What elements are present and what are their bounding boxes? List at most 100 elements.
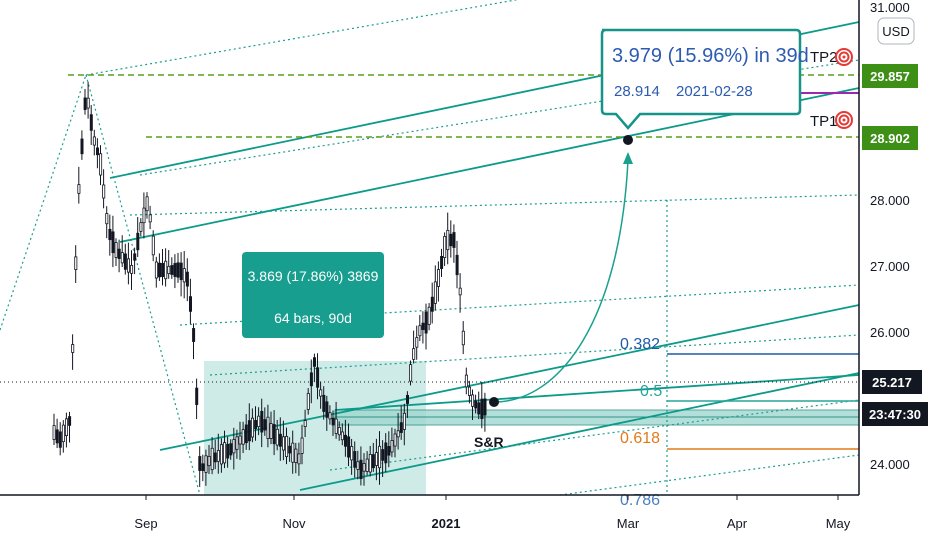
candle-body — [195, 387, 199, 405]
callout-date: 2021-02-28 — [676, 83, 753, 100]
tp1-label: TP1 — [810, 113, 838, 130]
candle-body — [89, 114, 93, 131]
candle-body — [52, 425, 56, 440]
x-axis[interactable]: Sep Nov 2021 Mar Apr May — [134, 495, 851, 531]
candle-body — [399, 422, 403, 433]
candle-body — [99, 153, 103, 176]
candle-body — [272, 424, 276, 445]
candle-body — [384, 442, 388, 464]
sr-label: S&R — [474, 434, 504, 450]
candle-body — [136, 232, 140, 251]
candle-body — [117, 248, 121, 259]
fib-label-05: 0.5 — [640, 383, 662, 400]
candle-body — [182, 268, 186, 283]
candle-body — [161, 262, 165, 278]
candle-body — [269, 423, 273, 439]
candle-body — [235, 436, 239, 450]
y-axis[interactable]: 31.000 28.000 27.000 26.000 24.000 — [870, 0, 910, 472]
candle-body — [157, 262, 161, 278]
candle-body — [393, 433, 397, 447]
candle-body — [133, 253, 137, 261]
x-tick-label: Mar — [617, 516, 640, 531]
candle-body — [331, 417, 335, 426]
candle-body — [436, 269, 440, 287]
price-tag-28902[interactable]: 28.902 — [862, 126, 918, 150]
x-tick-label: Apr — [727, 516, 748, 531]
candle-body — [467, 386, 471, 396]
candle-body — [266, 416, 270, 439]
candle-body — [316, 367, 320, 388]
candle-body — [477, 402, 481, 415]
candle-body — [145, 196, 149, 212]
y-tick-label: 26.000 — [870, 325, 910, 340]
candle-body — [291, 442, 295, 463]
candle-body — [474, 400, 478, 409]
candle-body — [68, 416, 72, 426]
candle-body — [381, 449, 385, 461]
x-tick-label: Sep — [134, 516, 157, 531]
candle-body — [210, 447, 214, 471]
candle-body — [74, 256, 78, 271]
candle-body — [309, 372, 313, 387]
price-tag-countdown[interactable]: 23:47:30 — [862, 402, 928, 426]
candle-body — [405, 394, 409, 404]
projection-callout[interactable]: 3.979 (15.96%) in 39d 28.914 2021-02-28 — [600, 28, 809, 130]
y-tick-label: 27.000 — [870, 259, 910, 274]
candle-body — [114, 242, 118, 258]
candle-body — [455, 254, 459, 276]
candle-body — [170, 265, 174, 275]
currency-button[interactable]: USD — [877, 17, 915, 45]
candle-body — [198, 456, 202, 471]
currency-label: USD — [882, 24, 909, 39]
candle-body — [65, 418, 69, 436]
range-measure-box[interactable] — [204, 361, 426, 495]
candle-body — [130, 264, 134, 274]
projection-end-point[interactable] — [623, 135, 633, 145]
range-measure-label[interactable]: 3.869 (17.86%) 3869 64 bars, 90d — [242, 252, 384, 338]
candle-body — [368, 454, 372, 473]
candle-body — [213, 452, 217, 463]
candle-body — [179, 262, 183, 281]
candle-body — [409, 364, 413, 382]
price-tag-current[interactable]: 25.217 — [862, 370, 922, 394]
candle-body — [322, 394, 326, 412]
candle-body — [328, 412, 332, 420]
y-tick-label: 31.000 — [870, 0, 910, 15]
candle-body — [297, 453, 301, 465]
candle-body — [278, 433, 282, 447]
candle-body — [108, 228, 112, 241]
callout-headline: 3.979 (15.96%) in 39d — [612, 45, 809, 67]
candle-body — [154, 261, 158, 279]
candle-body — [111, 231, 115, 254]
y-axis-panel[interactable] — [859, 0, 932, 550]
candle-body — [167, 265, 171, 275]
candle-body — [430, 296, 434, 312]
candle-body — [281, 436, 285, 451]
candle-body — [303, 420, 307, 427]
y-tick-label: 24.000 — [870, 457, 910, 472]
candle-body — [241, 429, 245, 445]
candle-body — [244, 424, 248, 444]
support-zone-lower[interactable] — [334, 416, 860, 426]
candle-body — [55, 429, 59, 444]
candle-body — [396, 430, 400, 438]
candle-body — [415, 337, 419, 348]
candle-body — [232, 439, 236, 454]
candle-body — [356, 461, 360, 470]
candle-body — [229, 443, 233, 456]
support-zone-upper[interactable] — [334, 409, 860, 418]
projection-start-point[interactable] — [489, 397, 499, 407]
candle-body — [359, 459, 363, 480]
candle-body — [312, 357, 316, 367]
candle-body — [164, 260, 168, 280]
projection-arrow[interactable] — [493, 159, 629, 403]
candle-body — [285, 435, 289, 458]
price-tag-29857[interactable]: 29.857 — [862, 64, 918, 88]
candle-body — [483, 398, 487, 416]
candle-body — [102, 184, 106, 199]
candle-body — [201, 463, 205, 472]
candle-body — [471, 394, 475, 407]
candle-body — [443, 236, 447, 258]
